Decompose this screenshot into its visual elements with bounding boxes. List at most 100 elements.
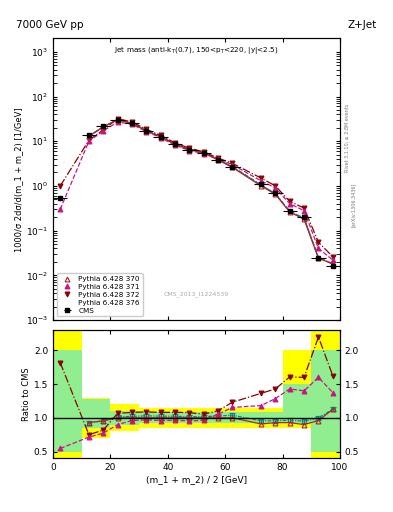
Pythia 6.428 371 (187, 147, 192, 154)
Bar (139, 413, 196, 423)
Pythia 6.428 372 (316, 239, 321, 245)
Pythia 6.428 371 (173, 142, 177, 148)
Pythia 6.428 372 (130, 119, 134, 125)
Pythia 6.428 376 (201, 150, 206, 156)
Pythia 6.428 372 (115, 116, 120, 122)
Pythia 6.428 372 (201, 149, 206, 155)
Text: CMS_2013_I1224539: CMS_2013_I1224539 (164, 292, 229, 297)
Pythia 6.428 371 (144, 129, 149, 135)
Pythia 6.428 371 (130, 121, 134, 127)
Bar (68, 330, 82, 462)
Pythia 6.428 371 (287, 201, 292, 207)
Line: Pythia 6.428 370: Pythia 6.428 370 (86, 117, 335, 266)
Pythia 6.428 371 (115, 119, 120, 125)
Pythia 6.428 372 (230, 160, 235, 166)
Text: [arXiv:1306.3436]: [arXiv:1306.3436] (351, 183, 356, 227)
Legend: Pythia 6.428 370, Pythia 6.428 371, Pythia 6.428 372, Pythia 6.428 376, CMS: Pythia 6.428 370, Pythia 6.428 371, Pyth… (57, 273, 143, 316)
Text: 7000 GeV pp: 7000 GeV pp (16, 20, 83, 30)
Text: Jet mass (anti-k$_\mathrm{T}$(0.7), 150<p$_\mathrm{T}$<220, |y|<2.5): Jet mass (anti-k$_\mathrm{T}$(0.7), 150<… (114, 46, 279, 56)
Pythia 6.428 376 (230, 163, 235, 169)
Y-axis label: Ratio to CMS: Ratio to CMS (22, 368, 31, 421)
Bar (283, 350, 311, 428)
Pythia 6.428 370 (259, 183, 263, 189)
Bar (196, 413, 283, 423)
Pythia 6.428 370 (230, 164, 235, 170)
Pythia 6.428 371 (58, 206, 62, 212)
Pythia 6.428 372 (287, 198, 292, 204)
Pythia 6.428 372 (273, 183, 278, 189)
Pythia 6.428 372 (302, 205, 307, 211)
X-axis label: (m_1 + m_2) / 2 [GeV]: (m_1 + m_2) / 2 [GeV] (146, 475, 247, 484)
Text: Z+Jet: Z+Jet (348, 20, 377, 30)
Pythia 6.428 370 (187, 146, 192, 153)
Pythia 6.428 371 (201, 151, 206, 157)
Bar (53, 350, 68, 452)
Bar (82, 398, 110, 438)
Pythia 6.428 370 (287, 209, 292, 215)
Pythia 6.428 372 (86, 137, 91, 143)
Pythia 6.428 370 (173, 141, 177, 147)
Pythia 6.428 371 (158, 135, 163, 141)
Bar (196, 408, 283, 428)
Pythia 6.428 371 (273, 185, 278, 191)
Line: Pythia 6.428 376: Pythia 6.428 376 (89, 120, 333, 264)
Pythia 6.428 370 (273, 191, 278, 197)
Bar (311, 350, 340, 452)
Pythia 6.428 376 (302, 215, 307, 221)
Pythia 6.428 371 (331, 257, 335, 263)
Pythia 6.428 372 (331, 253, 335, 260)
Line: Pythia 6.428 371: Pythia 6.428 371 (58, 119, 335, 263)
Pythia 6.428 376 (173, 141, 177, 147)
Pythia 6.428 376 (144, 127, 149, 134)
Pythia 6.428 376 (187, 146, 192, 153)
Pythia 6.428 371 (101, 128, 106, 134)
Bar (53, 330, 68, 462)
Pythia 6.428 372 (216, 155, 220, 161)
Pythia 6.428 376 (101, 124, 106, 130)
Bar (68, 350, 82, 452)
Bar (110, 404, 139, 431)
Pythia 6.428 370 (201, 150, 206, 156)
Bar (110, 411, 139, 424)
Pythia 6.428 370 (130, 120, 134, 126)
Pythia 6.428 370 (101, 124, 106, 130)
Pythia 6.428 370 (331, 261, 335, 267)
Pythia 6.428 376 (287, 208, 292, 215)
Pythia 6.428 370 (115, 117, 120, 123)
Pythia 6.428 372 (173, 140, 177, 146)
Pythia 6.428 370 (144, 128, 149, 134)
Pythia 6.428 370 (86, 133, 91, 139)
Bar (139, 408, 196, 428)
Pythia 6.428 372 (158, 132, 163, 138)
Pythia 6.428 370 (302, 216, 307, 222)
Text: Rivet 3.1.10, ≥ 2.8M events: Rivet 3.1.10, ≥ 2.8M events (345, 104, 350, 173)
Pythia 6.428 371 (216, 156, 220, 162)
Bar (283, 384, 311, 423)
Pythia 6.428 371 (259, 178, 263, 184)
Pythia 6.428 372 (58, 183, 62, 189)
Pythia 6.428 372 (187, 145, 192, 151)
Pythia 6.428 372 (259, 175, 263, 181)
Pythia 6.428 376 (331, 261, 335, 267)
Pythia 6.428 376 (86, 133, 91, 139)
Pythia 6.428 370 (216, 157, 220, 163)
Pythia 6.428 371 (230, 161, 235, 167)
Pythia 6.428 372 (144, 126, 149, 133)
Pythia 6.428 376 (115, 117, 120, 123)
Pythia 6.428 371 (86, 138, 91, 144)
Pythia 6.428 370 (158, 134, 163, 140)
Pythia 6.428 376 (216, 157, 220, 163)
Line: Pythia 6.428 372: Pythia 6.428 372 (58, 116, 335, 259)
Pythia 6.428 371 (302, 207, 307, 214)
Bar (82, 399, 110, 428)
Pythia 6.428 370 (316, 255, 321, 262)
Y-axis label: 1000/σ 2dσ/d(m_1 + m_2) [1/GeV]: 1000/σ 2dσ/d(m_1 + m_2) [1/GeV] (14, 107, 23, 251)
Pythia 6.428 372 (101, 127, 106, 133)
Pythia 6.428 376 (130, 120, 134, 126)
Pythia 6.428 376 (259, 182, 263, 188)
Pythia 6.428 371 (316, 245, 321, 251)
Pythia 6.428 376 (316, 254, 321, 261)
Pythia 6.428 376 (158, 133, 163, 139)
Pythia 6.428 376 (273, 190, 278, 197)
Bar (311, 330, 340, 462)
